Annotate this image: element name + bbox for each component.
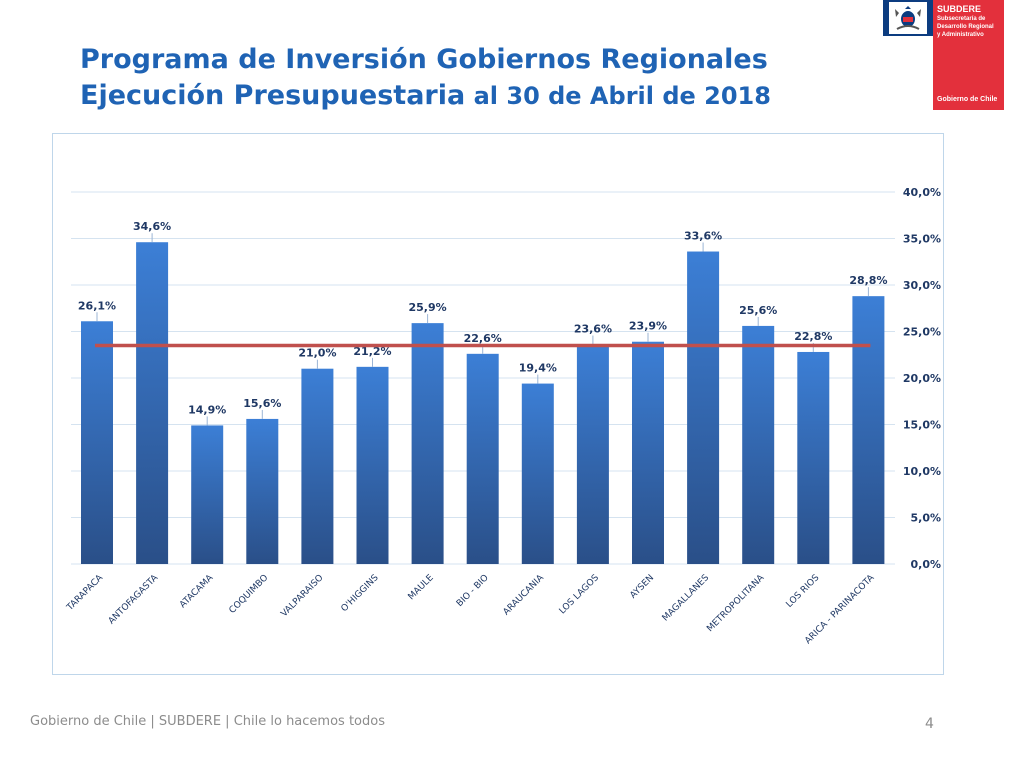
data-label: 23,6%: [574, 323, 612, 336]
data-label: 34,6%: [133, 220, 171, 233]
title-line-2: Ejecución Presupuestaria al 30 de Abril …: [80, 78, 771, 114]
y-tick-label: 20,0%: [903, 372, 941, 385]
y-tick-label: 25,0%: [903, 326, 941, 339]
y-tick-label: 10,0%: [903, 465, 941, 478]
category-label: METROPOLITANA: [705, 572, 767, 634]
data-label: 33,6%: [684, 230, 722, 243]
page-number: 4: [925, 716, 934, 732]
category-label: ATACAMA: [178, 572, 216, 610]
slide-title: Programa de Inversión Gobiernos Regional…: [80, 42, 771, 114]
category-label: LOS RIOS: [785, 573, 822, 610]
bar: [411, 323, 444, 564]
data-label: 19,4%: [519, 362, 557, 375]
title-line-2-main: Ejecución Presupuestaria: [80, 80, 466, 111]
title-line-1: Programa de Inversión Gobiernos Regional…: [80, 44, 768, 75]
bar: [356, 366, 389, 564]
bar: [191, 425, 224, 564]
y-tick-label: 15,0%: [903, 419, 941, 432]
footer-text: Gobierno de Chile | SUBDERE | Chile lo h…: [30, 714, 385, 729]
bar: [852, 296, 885, 564]
data-label: 22,8%: [794, 330, 832, 343]
category-label: COQUIMBO: [228, 573, 271, 616]
logo-name: SUBDERE: [937, 4, 982, 14]
bar: [797, 351, 830, 564]
y-tick-label: 40,0%: [903, 186, 941, 199]
y-tick-label: 30,0%: [903, 279, 941, 292]
data-label: 21,0%: [298, 347, 336, 360]
bar: [466, 353, 499, 564]
category-label: LOS LAGOS: [558, 573, 602, 617]
bar-chart: 0,0% 5,0% 10,0% 15,0% 20,0% 25,0% 30,0% 35,0% 40…: [65, 186, 941, 646]
logo-subtitle-3: y Administrativo: [937, 32, 984, 38]
logo-subtitle-1: Subsecretaría de: [937, 16, 986, 22]
chart-panel: 0,0% 5,0% 10,0% 15,0% 20,0% 25,0% 30,0% 35,0% 40…: [52, 133, 944, 675]
category-label: ANTOFAGASTA: [107, 572, 161, 626]
category-label: MAGALLANES: [661, 573, 712, 624]
bar: [742, 325, 775, 564]
data-label: 25,9%: [409, 301, 447, 314]
coat-of-arms-icon: [889, 2, 927, 34]
data-label: 22,6%: [464, 332, 502, 345]
category-label: ARAUCANIA: [502, 572, 547, 617]
data-label: 15,6%: [243, 397, 281, 410]
bar: [687, 251, 720, 564]
subdere-logo: SUBDERE Subsecretaría de Desarrollo Regi…: [883, 0, 1004, 110]
data-label: 14,9%: [188, 403, 226, 416]
category-label: BIO - BIO: [455, 573, 491, 609]
category-label: AYSEN: [628, 573, 656, 601]
bar: [576, 344, 609, 564]
data-label: 21,2%: [353, 345, 391, 358]
logo-text-block: SUBDERE Subsecretaría de Desarrollo Regi…: [937, 4, 1003, 39]
category-label: MAULE: [407, 573, 436, 602]
bar: [301, 368, 334, 564]
logo-subtitle-2: Desarrollo Regional: [937, 24, 994, 30]
bar: [136, 242, 169, 564]
category-label: O'HIGGINS: [340, 573, 381, 614]
y-tick-label: 0,0%: [910, 558, 941, 571]
bar: [246, 418, 279, 564]
data-label: 23,9%: [629, 320, 667, 333]
data-label: 28,8%: [849, 274, 887, 287]
data-label: 25,6%: [739, 304, 777, 317]
logo-government-label: Gobierno de Chile: [937, 96, 998, 103]
title-line-2-rest: al 30 de Abril de 2018: [465, 82, 771, 110]
logo-white-block: [883, 36, 933, 110]
bar: [81, 321, 113, 564]
category-label: TARAPACA: [65, 572, 106, 613]
bar: [521, 383, 554, 564]
bar: [632, 341, 664, 564]
y-tick-label: 5,0%: [910, 512, 941, 525]
category-label: VALPARAISO: [279, 573, 325, 619]
y-tick-label: 35,0%: [903, 233, 941, 246]
data-label: 26,1%: [78, 299, 116, 312]
